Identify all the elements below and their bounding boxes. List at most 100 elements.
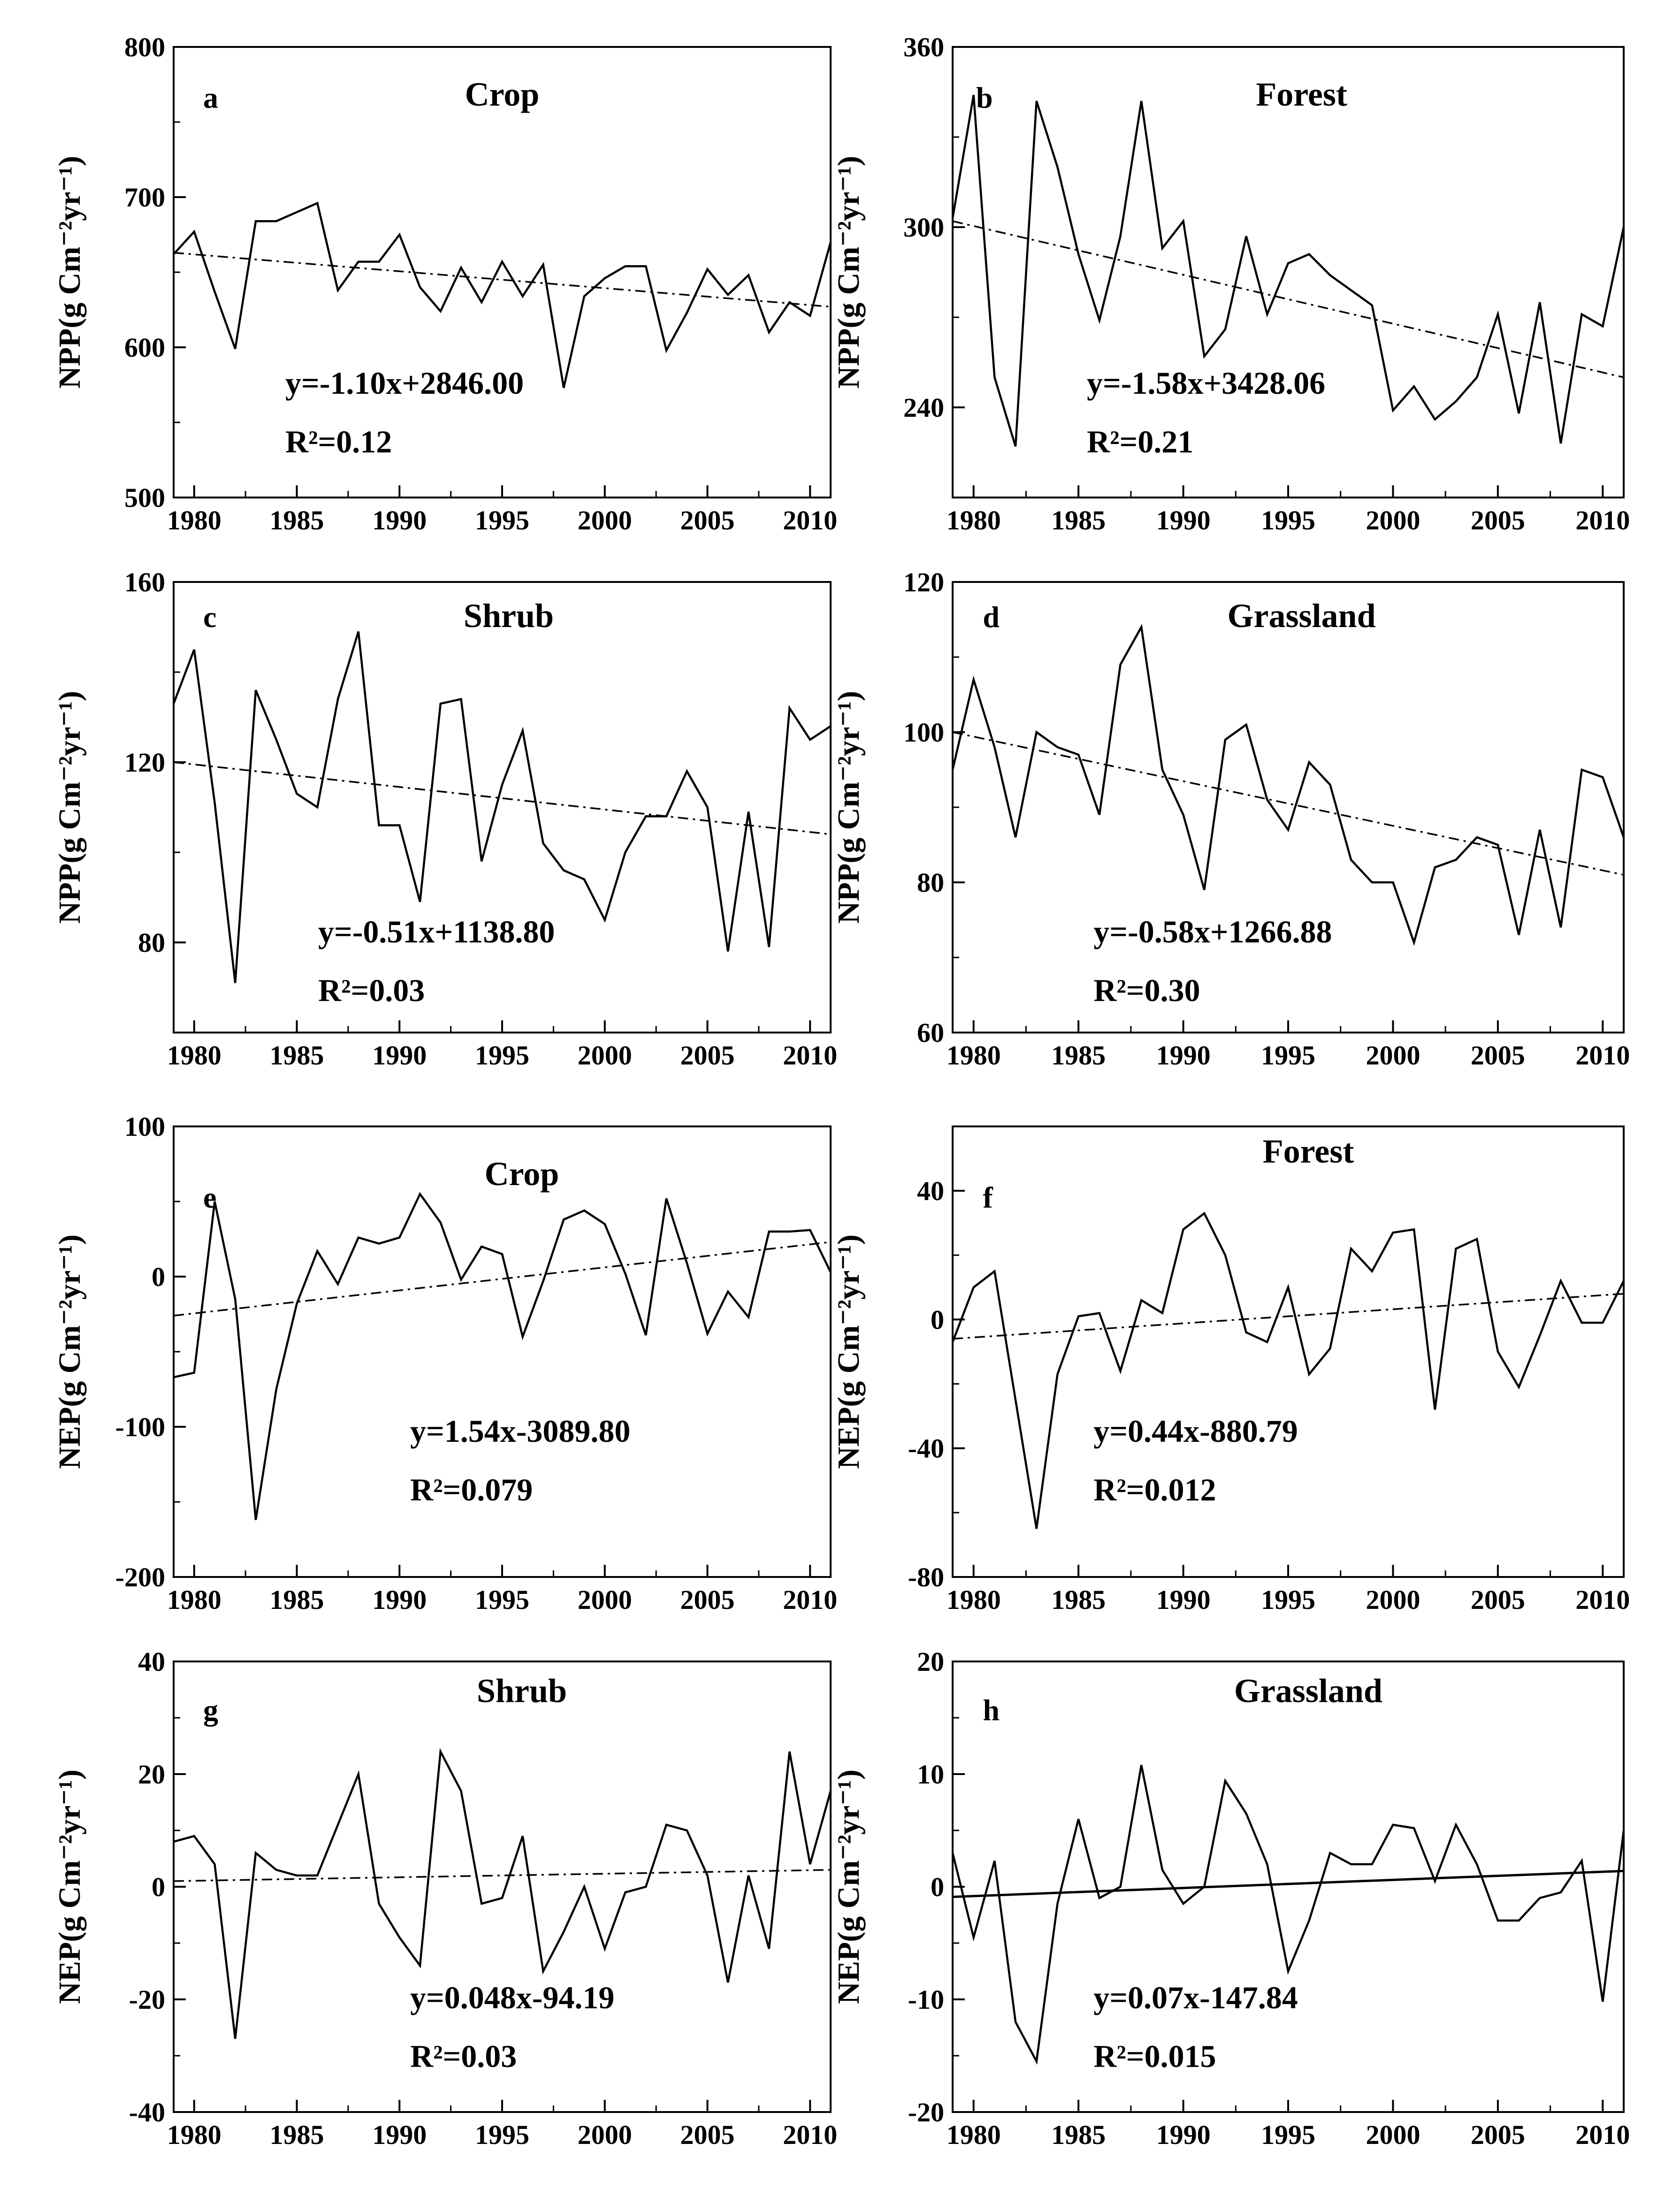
trend-line <box>173 1869 831 1882</box>
data-point <box>481 302 482 303</box>
data-point <box>317 1875 318 1876</box>
x-tick-label: 2005 <box>680 505 735 536</box>
series-line <box>951 624 1625 946</box>
data-point <box>1036 732 1037 733</box>
x-tick-label: 1995 <box>1261 1584 1315 1615</box>
panel-title: Grassland <box>1234 1672 1382 1709</box>
y-tick-label: -10 <box>908 1984 944 2015</box>
regression-equation: y=0.07x-147.84 <box>1093 1980 1298 2015</box>
data-point <box>1351 290 1352 291</box>
x-tick-label: 2005 <box>1471 1040 1525 1071</box>
y-tick-label: 100 <box>124 1111 165 1142</box>
x-tick-label: 1985 <box>1051 505 1106 536</box>
y-tick-label: -100 <box>115 1412 165 1442</box>
x-tick-label: 2000 <box>578 505 632 536</box>
data-point <box>748 1875 749 1876</box>
x-tick-label: 1980 <box>947 2120 1001 2150</box>
data-point <box>399 1237 400 1238</box>
data-point <box>1183 221 1184 222</box>
data-point <box>1351 1248 1352 1249</box>
y-tick-label: 40 <box>138 1646 165 1677</box>
data-point <box>1057 167 1058 168</box>
data-point <box>358 261 359 262</box>
panel-label: h <box>983 1693 1000 1727</box>
regression-equation: y=-1.58x+3428.06 <box>1087 365 1325 401</box>
plot-frame <box>952 581 1625 1033</box>
x-tick-label: 2010 <box>1575 1584 1630 1615</box>
series-line <box>173 201 832 388</box>
x-tick-label: 1985 <box>270 1584 324 1615</box>
y-axis-label: NPP(g Cm⁻²yr⁻¹) <box>832 156 866 389</box>
panel-title: Forest <box>1263 1133 1354 1170</box>
data-point <box>1183 1229 1184 1230</box>
x-tick-label: 2010 <box>783 1040 837 1071</box>
panel-d: 60 80 100 120 1980 1985 1990 1995 2000 2005 2010 NP… <box>832 567 1630 1071</box>
x-tick-label: 1980 <box>167 1040 221 1071</box>
y-tick-label: -80 <box>908 1562 944 1592</box>
data-point <box>748 811 749 812</box>
plot-frame <box>952 46 1625 498</box>
data-point <box>1141 1300 1142 1301</box>
y-axis-label: NEP(g Cm⁻²yr⁻¹) <box>832 1234 866 1469</box>
regression-equation: y=0.44x-880.79 <box>1093 1413 1298 1449</box>
panel-e: -200 -100 0 100 1980 1985 1990 1995 2000 2005 2010… <box>53 1111 837 1615</box>
data-point <box>707 807 708 808</box>
data-point <box>625 1273 626 1274</box>
x-tick-label: 1980 <box>947 505 1001 536</box>
y-tick-label: -40 <box>908 1433 944 1464</box>
x-tick-label: 2005 <box>1471 505 1525 536</box>
y-tick-label: 240 <box>903 392 944 423</box>
x-tick-label: 1995 <box>1261 505 1315 536</box>
panel-title: Shrub <box>464 597 554 635</box>
y-axis-label: NEP(g Cm⁻²yr⁻¹) <box>53 1234 87 1469</box>
x-tick-label: 2000 <box>1366 505 1420 536</box>
x-tick-label: 1980 <box>167 505 221 536</box>
panel-g: -40 -20 0 20 40 1980 1985 1990 1995 2000 2005 2010 N… <box>53 1646 837 2150</box>
x-tick-label: 1985 <box>270 1040 324 1071</box>
data-point <box>1288 1971 1289 1972</box>
x-tick-label: 2000 <box>578 1584 632 1615</box>
r-squared-label: R²=0.30 <box>1093 972 1200 1008</box>
data-point <box>666 350 667 351</box>
panel-h: -20 -10 0 10 20 1980 1985 1990 1995 2000 2005 2010 N… <box>832 1646 1630 2150</box>
data-point <box>973 1937 974 1938</box>
x-tick-label: 1985 <box>1051 1040 1106 1071</box>
r-squared-label: R²=0.03 <box>410 2038 517 2074</box>
trend-line <box>173 761 831 835</box>
data-point <box>502 1254 503 1255</box>
x-tick-label: 2000 <box>578 2120 632 2150</box>
data-point <box>214 291 215 292</box>
y-tick-label: -20 <box>129 1984 165 2015</box>
x-tick-label: 2010 <box>783 2120 837 2150</box>
series-line <box>951 1211 1625 1529</box>
y-tick-label: 500 <box>124 482 165 513</box>
y-tick-label: -200 <box>115 1562 165 1592</box>
x-tick-label: 1980 <box>167 1584 221 1615</box>
data-point <box>522 1836 523 1837</box>
data-point <box>994 1860 995 1861</box>
x-tick-label: 2005 <box>1471 1584 1525 1615</box>
x-tick-label: 2000 <box>1366 1584 1420 1615</box>
x-tick-label: 2005 <box>1471 2120 1525 2150</box>
trend-line <box>952 731 1624 876</box>
x-tick-label: 1990 <box>372 1040 427 1071</box>
panel-a: 500 600 700 800 1980 1985 1990 1995 2000 2005 2010… <box>53 32 837 536</box>
data-point <box>707 1333 708 1334</box>
data-point <box>707 1875 708 1876</box>
data-point <box>358 631 359 632</box>
x-tick-label: 1985 <box>270 2120 324 2150</box>
r-squared-label: R²=0.079 <box>410 1472 533 1508</box>
x-tick-label: 1995 <box>475 1584 529 1615</box>
y-tick-label: 10 <box>917 1759 944 1790</box>
x-tick-label: 2010 <box>783 1584 837 1615</box>
data-point <box>440 1222 441 1223</box>
data-point <box>502 261 503 262</box>
data-point <box>1120 236 1121 237</box>
y-tick-label: 160 <box>124 567 165 597</box>
data-point <box>317 807 318 808</box>
y-tick-label: 0 <box>152 1262 165 1292</box>
data-point <box>358 1237 359 1238</box>
data-point <box>1560 927 1561 928</box>
x-tick-label: 1980 <box>167 2120 221 2150</box>
panel-label: g <box>203 1693 218 1727</box>
